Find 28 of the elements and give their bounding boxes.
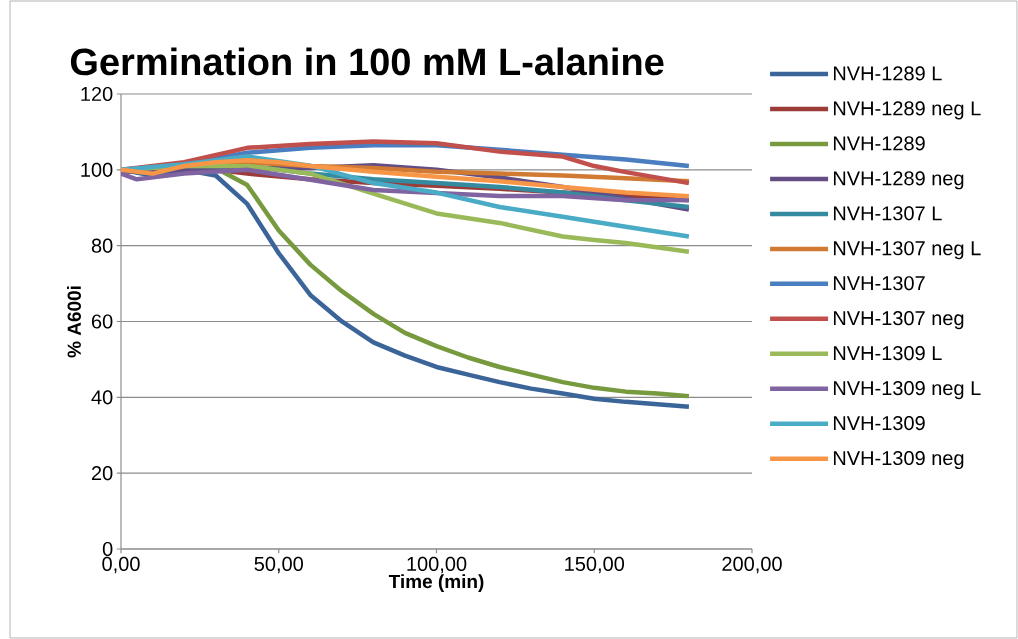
y-tick-label: 120 <box>81 86 113 102</box>
legend-label: NVH-1289 neg <box>833 171 964 190</box>
x-tick-label: 150,00 <box>565 556 625 574</box>
line-series <box>121 158 692 199</box>
legend-label: NVH-1289 L <box>833 66 942 81</box>
y-tick-label: 80 <box>91 238 113 253</box>
y-tick-label: 40 <box>91 390 113 405</box>
legend-label: NVH-1307 <box>833 276 925 291</box>
y-axis-title: % A600i <box>67 286 81 358</box>
legend-label: NVH-1307 neg L <box>833 241 981 260</box>
x-axis-title: Time (min) <box>388 574 484 592</box>
legend-label: NVH-1309 <box>833 415 925 431</box>
legend-label: NVH-1309 neg L <box>833 381 981 400</box>
y-tick-label: 20 <box>91 466 113 481</box>
y-tick-label: 60 <box>91 314 113 329</box>
x-tick-label: 50,00 <box>254 556 303 574</box>
legend-label: NVH-1307 L <box>833 206 942 221</box>
y-tick-label: 100 <box>81 162 113 177</box>
legend-label: NVH-1309 neg <box>833 450 964 470</box>
legend-label: NVH-1289 <box>833 136 925 151</box>
x-tick-label: 200,00 <box>722 556 782 574</box>
chart-title: Germination in 100 mM L-alanine <box>70 47 664 76</box>
legend-label: NVH-1309 L <box>833 346 942 361</box>
x-tick-label: 0,00 <box>102 556 140 574</box>
legend-label: NVH-1307 neg <box>833 311 964 330</box>
legend-label: NVH-1289 neg L <box>833 101 981 120</box>
x-tick-label: 100,00 <box>407 556 467 574</box>
y-tick-label: 0 <box>102 541 113 557</box>
